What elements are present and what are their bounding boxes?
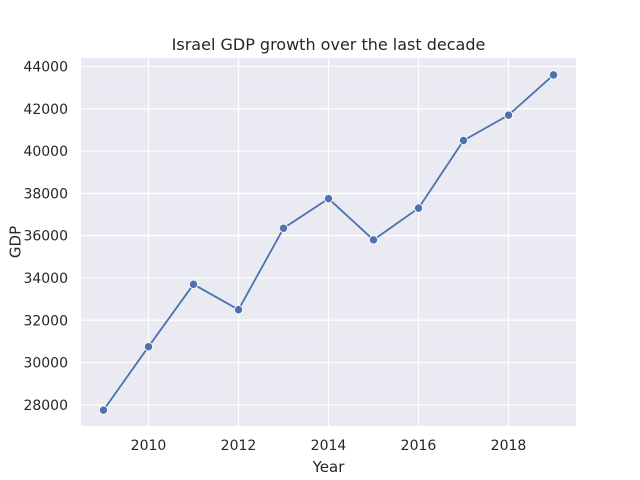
data-point bbox=[188, 279, 199, 289]
data-point bbox=[143, 342, 154, 352]
chart-title: Israel GDP growth over the last decade bbox=[172, 35, 486, 54]
y-tick-label: 34000 bbox=[23, 271, 68, 287]
data-point bbox=[503, 110, 514, 120]
y-tick-label: 44000 bbox=[23, 59, 68, 75]
y-tick-label: 36000 bbox=[23, 229, 68, 245]
data-point bbox=[323, 193, 334, 204]
y-tick-labels: 28000 30000 32000 34000 36000 38000 40000 42000… bbox=[23, 59, 68, 413]
data-point bbox=[233, 305, 244, 315]
data-point bbox=[278, 223, 289, 233]
x-tick-label: 2012 bbox=[221, 438, 257, 454]
y-axis-label: GDP bbox=[6, 226, 24, 258]
data-point bbox=[368, 235, 379, 245]
x-tick-label: 2018 bbox=[491, 438, 527, 454]
data-point bbox=[413, 203, 424, 213]
y-tick-label: 38000 bbox=[23, 186, 68, 202]
x-tick-label: 2016 bbox=[401, 438, 437, 454]
data-point bbox=[458, 135, 469, 146]
y-tick-label: 40000 bbox=[23, 144, 68, 160]
data-point bbox=[548, 70, 559, 80]
y-gridlines bbox=[81, 65, 576, 406]
y-tick-label: 30000 bbox=[23, 356, 68, 372]
series-layer bbox=[98, 70, 559, 415]
y-tick-label: 32000 bbox=[23, 313, 68, 329]
x-tick-label: 2014 bbox=[311, 438, 347, 454]
data-point bbox=[98, 405, 109, 415]
x-tick-label: 2010 bbox=[131, 438, 167, 454]
x-tick-labels: 2010 2012 2014 2016 2018 bbox=[131, 438, 527, 454]
y-tick-label: 28000 bbox=[23, 398, 68, 414]
x-axis-label: Year bbox=[312, 458, 346, 476]
y-tick-label: 42000 bbox=[23, 102, 68, 118]
x-gridlines bbox=[147, 58, 510, 426]
